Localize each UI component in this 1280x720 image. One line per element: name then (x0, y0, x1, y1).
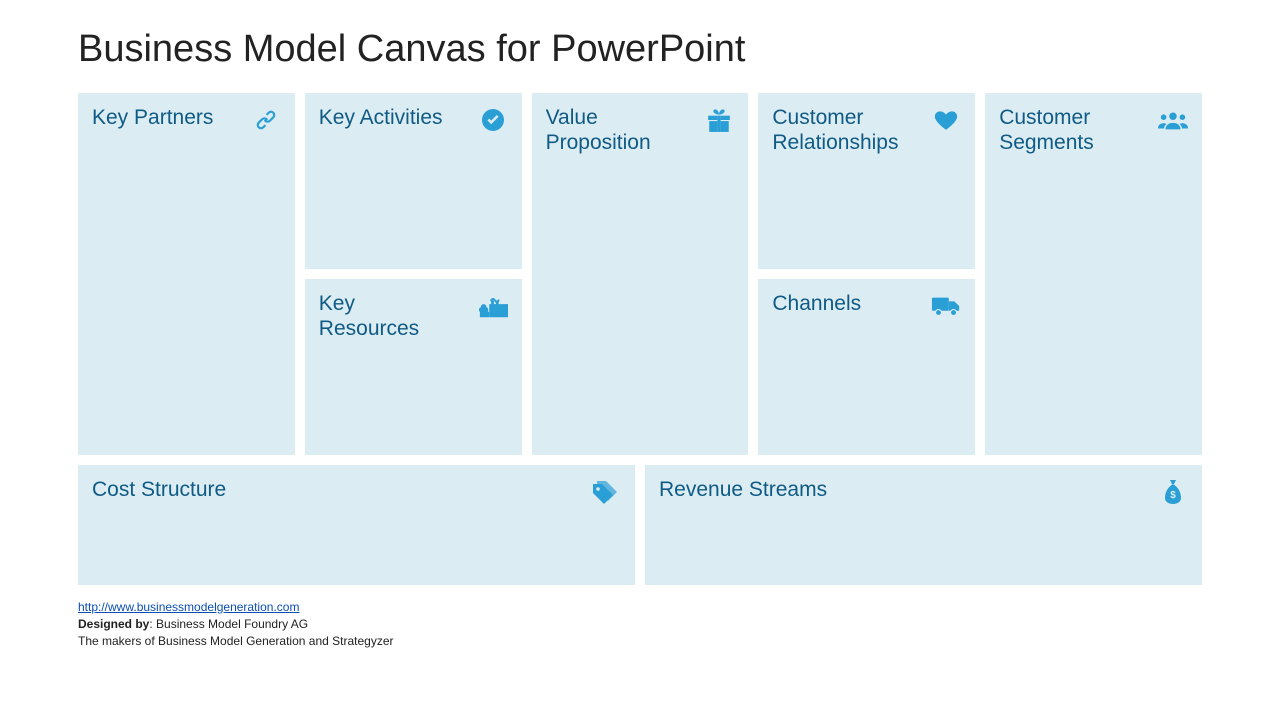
box-key-resources: Key Resources (305, 279, 522, 455)
svg-text:$: $ (1170, 490, 1176, 501)
link-icon (251, 105, 281, 135)
label-cost-structure: Cost Structure (92, 477, 226, 502)
label-key-partners: Key Partners (92, 105, 213, 130)
box-customer-segments: Customer Segments (985, 93, 1202, 455)
box-channels: Channels (758, 279, 975, 455)
label-customer-segments: Customer Segments (999, 105, 1141, 155)
label-key-resources: Key Resources (319, 291, 461, 341)
box-revenue-streams: Revenue Streams $ (645, 465, 1202, 585)
box-key-activities: Key Activities (305, 93, 522, 269)
designed-by-value: : Business Model Foundry AG (149, 617, 308, 631)
heart-icon (931, 105, 961, 135)
box-key-partners: Key Partners (78, 93, 295, 455)
label-key-activities: Key Activities (319, 105, 443, 130)
label-channels: Channels (772, 291, 861, 316)
box-value-proposition: Value Proposition (532, 93, 749, 455)
page-title: Business Model Canvas for PowerPoint (78, 28, 1202, 71)
footer: http://www.businessmodelgeneration.com D… (78, 599, 1202, 649)
box-cost-structure: Cost Structure (78, 465, 635, 585)
price-tags-icon (591, 477, 621, 507)
people-icon (1158, 105, 1188, 135)
truck-icon (931, 291, 961, 321)
label-customer-relationships: Customer Relationships (772, 105, 914, 155)
box-customer-relationships: Customer Relationships (758, 93, 975, 269)
attribution-link[interactable]: http://www.businessmodelgeneration.com (78, 600, 299, 614)
factory-icon (478, 291, 508, 321)
footer-tagline: The makers of Business Model Generation … (78, 634, 394, 648)
money-bag-icon: $ (1158, 477, 1188, 507)
label-revenue-streams: Revenue Streams (659, 477, 827, 502)
gift-icon (704, 105, 734, 135)
designed-by-label: Designed by (78, 617, 149, 631)
check-circle-icon (478, 105, 508, 135)
business-model-canvas: Key Partners Key Activities Key Resource… (78, 93, 1202, 585)
label-value-proposition: Value Proposition (546, 105, 688, 155)
